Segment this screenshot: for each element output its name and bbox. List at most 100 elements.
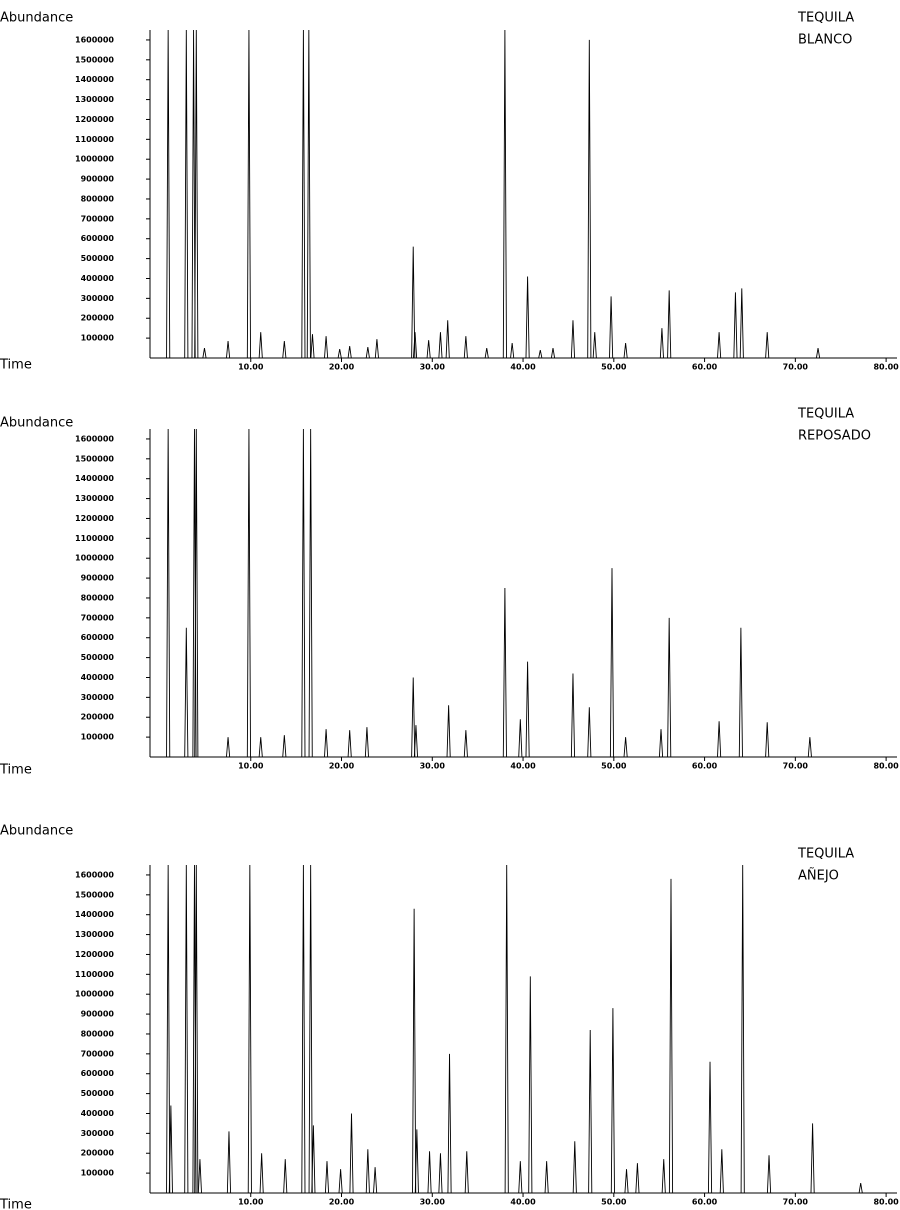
x-tick-label: 80.00 [873,1198,899,1207]
x-tick-label: 70.00 [783,363,809,372]
peak [166,30,171,358]
peak [306,30,311,358]
y-tick-label: 400000 [81,1109,115,1118]
x-tick-label: 50.00 [601,762,627,771]
x-tick-label: 50.00 [601,1198,627,1207]
peak [184,865,189,1193]
peak [807,737,812,757]
y-tick-label: 300000 [81,294,115,303]
peak [258,737,263,757]
y-tick-label: 1300000 [75,95,114,104]
peak [308,429,313,757]
peak [667,617,672,757]
y-tick-label: 1600000 [75,35,114,44]
peak [184,30,189,358]
x-tick-label: 10.00 [238,762,264,771]
x-tick-label: 40.00 [510,1198,536,1207]
peak [518,719,523,757]
peak [347,730,352,757]
peak [623,737,628,757]
peak [592,332,597,358]
trace [166,30,821,358]
peak [191,30,196,358]
peak [427,1151,432,1193]
peak [301,30,306,358]
y-tick-label: 500000 [81,254,115,263]
peak [445,320,450,358]
y-tick-label: 500000 [81,1089,115,1098]
y-axis-label: Abundance [0,11,73,26]
peak [411,677,416,757]
peak [550,347,556,358]
x-tick-label: 80.00 [873,762,899,771]
y-tick-label: 200000 [81,1149,115,1158]
peak [311,1125,316,1193]
peak [609,568,615,757]
peak [719,1149,724,1193]
y-tick-label: 500000 [81,653,115,662]
peak [484,347,489,358]
y-tick-label: 700000 [81,1049,115,1058]
peak [661,1159,666,1193]
y-tick-label: 600000 [81,633,115,642]
peak [301,865,306,1193]
peak [202,347,207,358]
x-tick-label: 60.00 [692,762,718,771]
peak [246,30,251,358]
peak [259,1153,264,1193]
y-tick-label: 900000 [81,175,115,184]
peak [364,727,369,757]
peak [609,296,614,358]
peak [194,30,199,358]
peak [365,1149,370,1193]
peak [246,429,251,757]
y-tick-label: 300000 [81,1129,115,1138]
y-tick-label: 600000 [81,1069,115,1078]
peak [623,343,628,358]
y-tick-label: 800000 [81,1029,115,1038]
peak [308,865,313,1193]
peak [518,1161,523,1193]
peak [635,1163,640,1193]
peak [411,246,416,358]
peak [667,290,672,358]
peak [168,1105,173,1193]
peak [668,878,674,1193]
sample-label: BLANCO [798,33,852,48]
y-tick-label: 1100000 [75,534,114,543]
y-tick-label: 1600000 [75,870,114,879]
x-axis-label: Time [0,763,32,778]
peak [463,336,468,358]
peak [587,707,592,757]
sample-label: AÑEJO [798,868,839,884]
x-tick-label: 80.00 [873,363,899,372]
peak [349,1113,354,1193]
peak [324,336,329,358]
y-tick-label: 800000 [81,194,115,203]
peak [226,341,231,358]
peak [247,865,252,1193]
peak [414,1129,419,1193]
trace [166,865,863,1193]
y-tick-label: 1500000 [75,55,114,64]
y-tick-label: 100000 [81,334,115,343]
peak [765,722,770,757]
peak [858,1182,863,1193]
peak [426,340,431,358]
x-tick-label: 50.00 [601,363,627,372]
peak [572,1141,577,1193]
peak [310,334,315,358]
x-tick-label: 40.00 [510,762,536,771]
y-tick-label: 400000 [81,673,115,682]
sample-label: REPOSADO [798,429,871,444]
y-tick-label: 1100000 [75,970,114,979]
x-tick-label: 70.00 [783,1198,809,1207]
y-tick-label: 1000000 [75,155,114,164]
sample-label: TEQUILA [797,11,854,26]
peak [538,349,543,358]
peak [810,1123,815,1193]
peak [570,673,576,757]
peak [412,332,418,358]
y-tick-label: 700000 [81,214,115,223]
